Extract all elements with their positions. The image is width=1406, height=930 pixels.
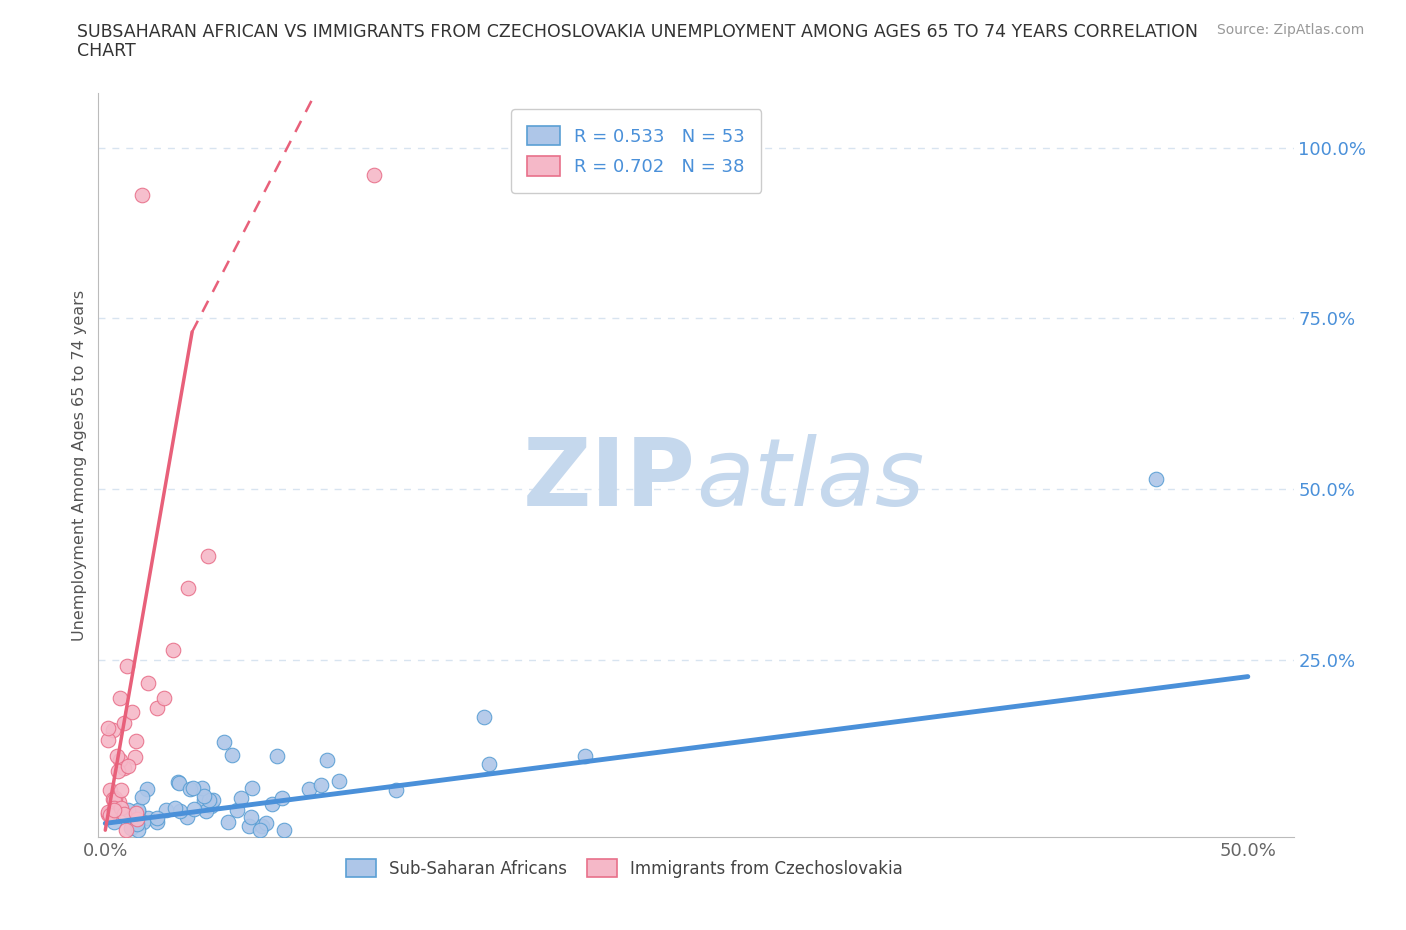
Point (181, 780, 204, 795)
Legend: Sub-Saharan Africans, Immigrants from Czechoslovakia: Sub-Saharan Africans, Immigrants from Cz… (339, 853, 910, 884)
Point (121, 821, 143, 836)
Point (153, 690, 176, 705)
Point (146, 700, 169, 715)
Point (103, 815, 125, 830)
Point (226, 803, 249, 817)
Point (249, 822, 271, 837)
Point (472, 710, 495, 724)
Text: ZIP: ZIP (523, 434, 696, 525)
Point (202, 792, 225, 807)
Point (108, 691, 131, 706)
Point (273, 822, 295, 837)
Text: Source: ZipAtlas.com: Source: ZipAtlas.com (1216, 23, 1364, 37)
Point (131, 188, 153, 203)
Point (127, 803, 149, 817)
Point (162, 643, 184, 658)
Point (112, 807, 135, 822)
Point (127, 822, 149, 837)
Point (107, 795, 129, 810)
Point (146, 811, 169, 826)
Point (97, 721, 120, 736)
Point (193, 793, 215, 808)
Point (103, 801, 125, 816)
Point (127, 817, 149, 832)
Point (115, 658, 138, 673)
Point (197, 549, 219, 564)
Point (97, 806, 120, 821)
Point (125, 812, 148, 827)
Point (104, 790, 127, 805)
Point (110, 752, 132, 767)
Point (132, 815, 155, 830)
Point (240, 781, 263, 796)
Point (117, 803, 139, 817)
Point (254, 816, 277, 830)
Point (363, 168, 385, 183)
Point (266, 749, 288, 764)
Point (200, 799, 222, 814)
Point (101, 791, 124, 806)
Point (167, 775, 190, 790)
Point (169, 776, 191, 790)
Point (155, 803, 177, 817)
Point (125, 734, 148, 749)
Point (107, 764, 129, 778)
Point (98, 808, 121, 823)
Point (125, 805, 148, 820)
Point (136, 676, 159, 691)
Point (169, 804, 191, 818)
Point (212, 735, 235, 750)
Point (146, 815, 169, 830)
Point (190, 780, 212, 795)
Point (385, 783, 408, 798)
Point (240, 810, 263, 825)
Point (127, 804, 149, 818)
Point (252, 818, 274, 833)
Text: SUBSAHARAN AFRICAN VS IMMIGRANTS FROM CZECHOSLOVAKIA UNEMPLOYMENT AMONG AGES 65 : SUBSAHARAN AFRICAN VS IMMIGRANTS FROM CZ… (77, 23, 1198, 41)
Point (177, 580, 200, 595)
Point (217, 815, 239, 830)
Point (195, 804, 218, 818)
Point (117, 759, 139, 774)
Point (103, 792, 125, 807)
Point (260, 797, 283, 812)
Point (316, 753, 339, 768)
Point (176, 809, 198, 824)
Point (110, 783, 132, 798)
Point (163, 800, 186, 815)
Point (136, 810, 159, 825)
Point (193, 789, 215, 804)
Point (114, 715, 136, 730)
Point (105, 749, 128, 764)
Point (1144, 472, 1167, 486)
Point (115, 822, 138, 837)
Text: CHART: CHART (77, 42, 136, 60)
Point (221, 748, 243, 763)
Point (297, 782, 319, 797)
Point (574, 749, 596, 764)
Point (311, 777, 333, 792)
Point (121, 704, 143, 719)
Point (179, 782, 201, 797)
Point (231, 790, 253, 805)
Point (198, 792, 221, 807)
Point (183, 802, 205, 817)
Y-axis label: Unemployment Among Ages 65 to 74 years: Unemployment Among Ages 65 to 74 years (72, 289, 87, 641)
Text: atlas: atlas (696, 434, 924, 525)
Point (328, 773, 350, 788)
Point (136, 781, 159, 796)
Point (97, 804, 120, 819)
Point (478, 756, 501, 771)
Point (97, 733, 120, 748)
Point (271, 790, 294, 805)
Point (103, 803, 125, 817)
Point (112, 760, 135, 775)
Point (124, 750, 146, 764)
Point (110, 801, 132, 816)
Point (98, 783, 121, 798)
Point (103, 723, 125, 737)
Point (238, 818, 260, 833)
Point (131, 790, 153, 804)
